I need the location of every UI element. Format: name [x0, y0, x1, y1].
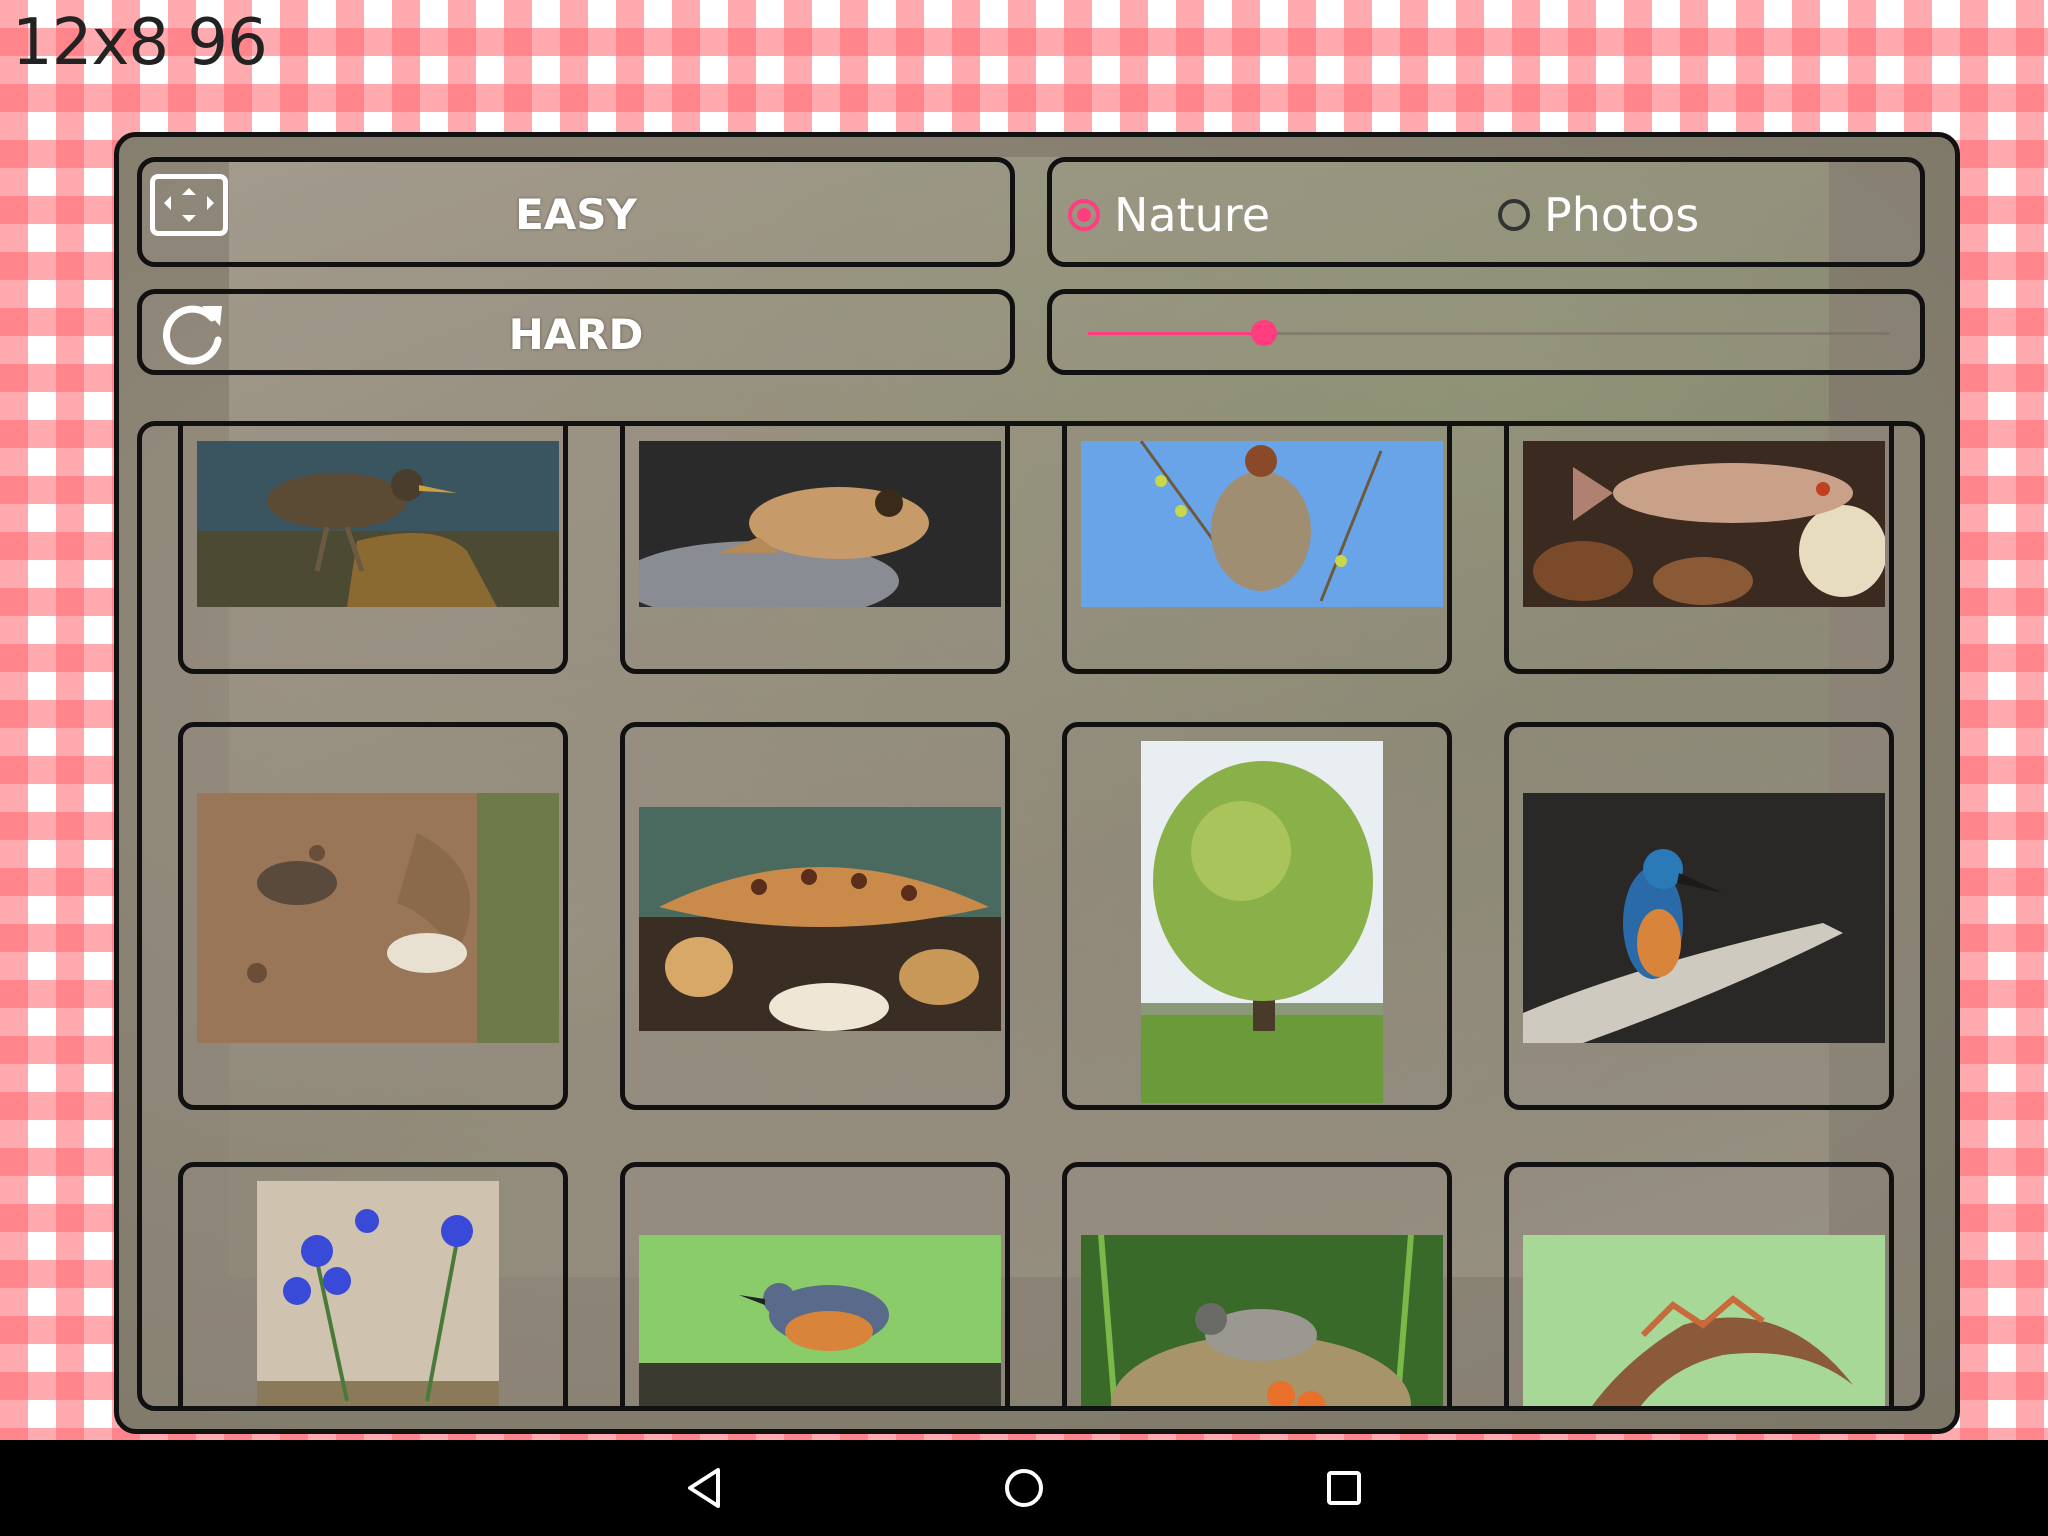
- radio-photos-label: Photos: [1544, 188, 1700, 242]
- willow-tree-thumbnail: [1141, 741, 1383, 1103]
- slider-thumb[interactable]: [1251, 320, 1278, 346]
- radio-nature-label: Nature: [1114, 188, 1270, 242]
- puzzle-menu-frame: EASY HARD Nature Photos: [114, 132, 1960, 1434]
- easy-label: EASY: [515, 190, 637, 239]
- puzzle-card[interactable]: [1062, 1162, 1452, 1406]
- sand-martin-thumbnail: [197, 793, 559, 1043]
- system-navigation-bar: [0, 1440, 2048, 1536]
- category-selector: Nature Photos: [1047, 157, 1925, 267]
- puzzle-card[interactable]: [178, 1162, 568, 1406]
- radio-checked-icon: [1068, 199, 1100, 231]
- nuthatch-thumbnail: [639, 1235, 1001, 1406]
- easy-button[interactable]: EASY: [137, 157, 1015, 267]
- radio-unchecked-icon: [1498, 199, 1530, 231]
- puzzle-info: 12x8 96: [12, 6, 268, 80]
- kingfisher-thumbnail: [1523, 793, 1885, 1043]
- radio-photos[interactable]: Photos: [1498, 188, 1699, 242]
- rail-bird-thumbnail: [197, 441, 559, 607]
- slider-track[interactable]: [1088, 320, 1890, 346]
- hard-button[interactable]: HARD: [137, 289, 1015, 375]
- slider-fill: [1088, 332, 1265, 335]
- warbler-nest-thumbnail: [1081, 1235, 1443, 1406]
- refresh-icon[interactable]: [160, 300, 228, 368]
- fullscreen-icon[interactable]: [150, 174, 228, 236]
- back-button[interactable]: [674, 1458, 734, 1518]
- background-photo: [229, 157, 1829, 1277]
- newt-thumbnail: [1523, 1235, 1885, 1406]
- puzzle-card[interactable]: [1504, 426, 1894, 674]
- fish-thumbnail: [1523, 441, 1885, 607]
- home-icon: [1005, 1469, 1043, 1507]
- puzzle-card[interactable]: [620, 722, 1010, 1110]
- back-icon: [688, 1468, 720, 1508]
- recents-button[interactable]: [1314, 1458, 1374, 1518]
- puzzle-card[interactable]: [1504, 722, 1894, 1110]
- piece-count-slider-panel: [1047, 289, 1925, 375]
- home-button[interactable]: [994, 1458, 1054, 1518]
- penduline-tit-nest-thumbnail: [1081, 441, 1443, 607]
- puzzle-card[interactable]: [178, 722, 568, 1110]
- hard-label: HARD: [508, 310, 644, 359]
- loach-fish-thumbnail: [639, 807, 1001, 1031]
- puzzle-card[interactable]: [620, 1162, 1010, 1406]
- puzzle-card[interactable]: [620, 426, 1010, 674]
- puzzle-card[interactable]: [1062, 722, 1452, 1110]
- recents-icon: [1327, 1471, 1361, 1505]
- puzzle-card[interactable]: [1062, 426, 1452, 674]
- blue-squill-flowers-thumbnail: [257, 1181, 499, 1406]
- puzzle-card[interactable]: [1504, 1162, 1894, 1406]
- puzzle-card[interactable]: [178, 426, 568, 674]
- frog-thumbnail: [639, 441, 1001, 607]
- radio-nature[interactable]: Nature: [1068, 188, 1270, 242]
- thumbnail-grid: [137, 421, 1925, 1411]
